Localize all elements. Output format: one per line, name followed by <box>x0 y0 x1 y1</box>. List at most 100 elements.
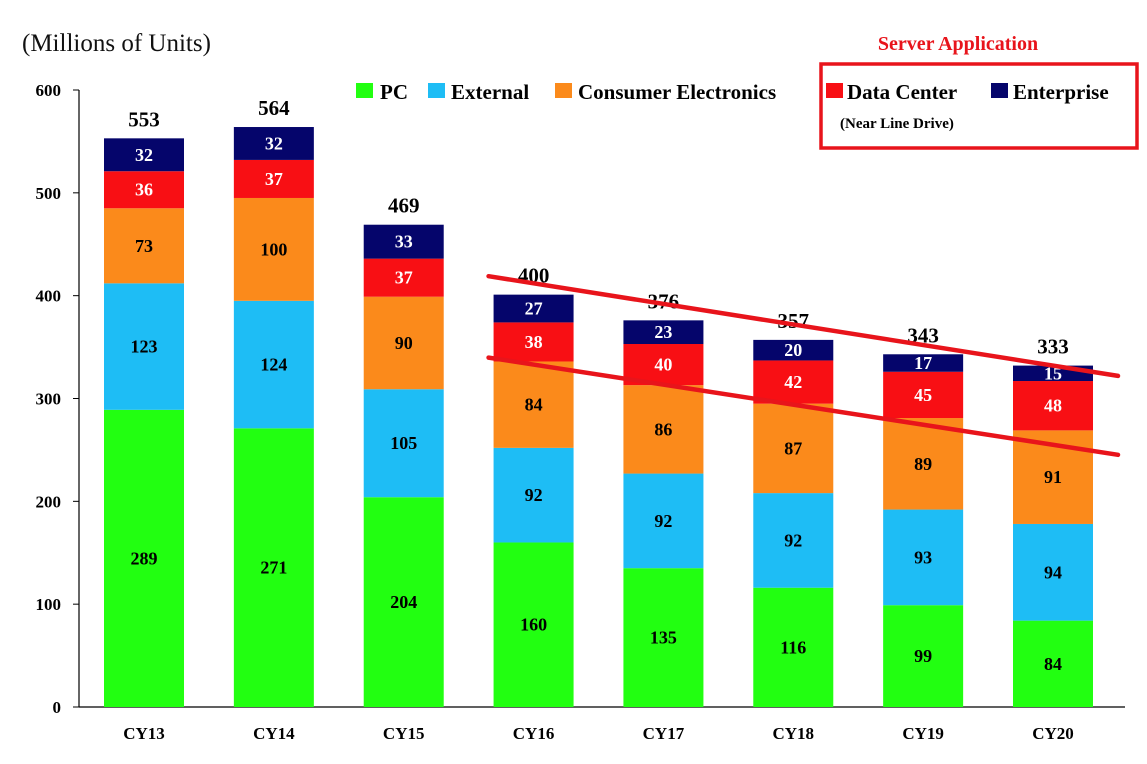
x-tick-label: CY20 <box>1032 724 1074 743</box>
legend-swatch-consumer-electronics <box>555 83 572 98</box>
data-label-enterprise: 27 <box>525 299 543 319</box>
y-tick-label: 500 <box>36 184 62 203</box>
bar-segment-pc <box>753 587 834 707</box>
legend-swatch-enterprise <box>991 83 1008 98</box>
x-tick-label: CY16 <box>513 724 555 743</box>
bar-segment-data-center <box>493 322 574 362</box>
bar-segment-external <box>1013 523 1093 621</box>
data-label-enterprise: 23 <box>654 322 672 342</box>
bar-segment-external <box>753 493 834 588</box>
bar-segment-data-center <box>363 258 444 297</box>
y-tick-label: 200 <box>36 492 62 511</box>
legend-swatch-external <box>428 83 445 98</box>
bar-segment-consumer-electronics <box>104 208 184 284</box>
x-tick-label: CY15 <box>383 724 425 743</box>
data-label-consumer-electronics: 89 <box>914 454 932 474</box>
data-label-data-center: 42 <box>784 372 802 392</box>
bar-segment-external <box>104 283 184 410</box>
data-label-external: 124 <box>260 355 287 375</box>
bar-segment-consumer-electronics <box>753 403 834 494</box>
y-tick-label: 600 <box>36 81 62 100</box>
bar-segment-consumer-electronics <box>363 296 444 390</box>
legend-note-near-line-drive: (Near Line Drive) <box>840 116 954 132</box>
data-label-pc: 84 <box>1044 654 1062 674</box>
data-label-consumer-electronics: 100 <box>260 239 287 259</box>
data-label-pc: 99 <box>914 646 932 666</box>
data-label-enterprise: 32 <box>135 145 153 165</box>
total-label: 469 <box>388 194 420 218</box>
total-label: 564 <box>258 96 290 120</box>
data-label-consumer-electronics: 91 <box>1044 467 1062 487</box>
bar-segment-pc <box>493 542 574 707</box>
server-application-title: Server Application <box>878 33 1038 55</box>
bar-segment-consumer-electronics <box>623 385 704 474</box>
data-label-external: 94 <box>1044 562 1062 582</box>
data-label-consumer-electronics: 84 <box>525 395 543 415</box>
x-tick-label: CY19 <box>902 724 944 743</box>
bar-segment-enterprise <box>493 294 574 323</box>
data-label-pc: 135 <box>650 628 677 648</box>
bar-segment-pc <box>233 428 314 707</box>
data-label-pc: 289 <box>131 548 158 568</box>
data-label-consumer-electronics: 73 <box>135 236 153 256</box>
bar-segment-data-center <box>883 371 964 419</box>
legend-label-external: External <box>451 80 529 104</box>
legend-swatch-data-center <box>826 83 843 98</box>
bar-segment-pc <box>104 409 184 707</box>
data-label-external: 93 <box>914 547 932 567</box>
legend: Server Application PC External Consumer Ele… <box>356 33 1139 150</box>
bar-segment-data-center <box>1013 381 1093 431</box>
data-label-enterprise: 17 <box>914 353 932 373</box>
data-label-pc: 160 <box>520 615 547 635</box>
data-label-pc: 204 <box>390 592 417 612</box>
bar-segment-enterprise <box>753 339 834 361</box>
data-label-external: 92 <box>654 511 672 531</box>
bar-segment-consumer-electronics <box>233 197 314 301</box>
x-tick-label: CY13 <box>123 724 165 743</box>
x-tick-label: CY17 <box>643 724 685 743</box>
data-label-consumer-electronics: 86 <box>654 419 672 439</box>
data-label-external: 123 <box>131 337 158 357</box>
data-label-data-center: 37 <box>265 169 283 189</box>
x-tick-label: CY18 <box>773 724 815 743</box>
unit-label: (Millions of Units) <box>22 30 211 57</box>
bar-segment-enterprise <box>363 224 444 259</box>
legend-label-data-center: Data Center <box>847 80 957 104</box>
trend-line <box>486 355 1121 458</box>
bar-segment-external <box>883 509 964 606</box>
data-label-data-center: 37 <box>395 268 413 288</box>
bar-segment-external <box>363 389 444 498</box>
data-label-data-center: 40 <box>654 355 672 375</box>
legend-swatch-pc <box>356 83 373 98</box>
y-tick-label: 0 <box>53 698 62 717</box>
data-label-data-center: 38 <box>525 332 543 352</box>
bar-segment-external <box>233 300 314 429</box>
legend-label-enterprise: Enterprise <box>1013 80 1109 104</box>
bar-segment-data-center <box>753 360 834 404</box>
data-label-external: 92 <box>525 485 543 505</box>
server-application-box <box>819 62 1139 150</box>
data-label-external: 92 <box>784 530 802 550</box>
total-label: 553 <box>128 107 160 131</box>
data-label-consumer-electronics: 90 <box>395 333 413 353</box>
bar-segment-enterprise <box>883 354 964 372</box>
total-label: 333 <box>1037 335 1069 359</box>
data-label-data-center: 48 <box>1044 396 1062 416</box>
trend-line <box>486 273 1121 379</box>
bar-segment-external <box>493 447 574 543</box>
x-tick-label: CY14 <box>253 724 295 743</box>
bar-segment-pc <box>883 605 964 707</box>
bar-segment-consumer-electronics <box>883 418 964 510</box>
bar-segment-enterprise <box>623 320 704 344</box>
data-label-pc: 271 <box>260 558 287 578</box>
bar-segment-consumer-electronics <box>493 361 574 448</box>
bars-layer: 289 123 73 36 32 553 271 124 100 37 32 564 204 105 90 3… <box>104 96 1093 707</box>
bar-segment-pc <box>623 568 704 707</box>
bar-segment-external <box>623 473 704 569</box>
bar-segment-enterprise <box>233 127 314 160</box>
legend-label-pc: PC <box>380 80 408 104</box>
bar-segment-data-center <box>104 171 184 209</box>
data-label-data-center: 36 <box>135 180 153 200</box>
